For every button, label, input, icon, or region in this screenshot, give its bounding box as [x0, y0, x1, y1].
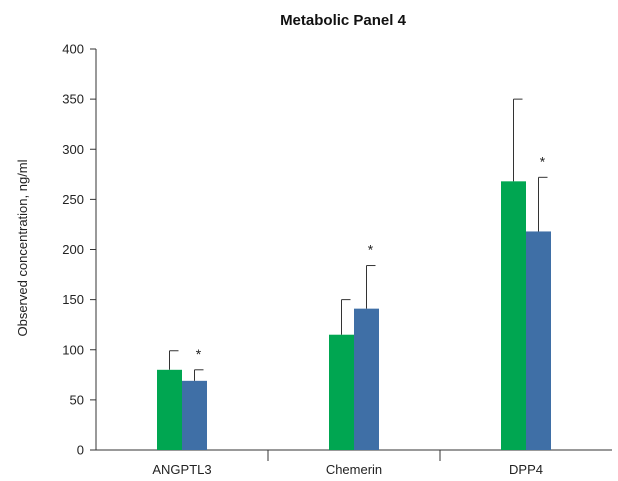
y-tick-label: 200 [62, 242, 84, 257]
y-tick-label: 250 [62, 192, 84, 207]
bar [182, 380, 207, 450]
y-tick-label: 50 [70, 392, 84, 407]
bar [501, 181, 526, 450]
significance-marker: * [540, 153, 546, 169]
bar [329, 334, 354, 450]
chart-title: Metabolic Panel 4 [280, 12, 407, 29]
bar [157, 369, 182, 450]
y-tick-label: 100 [62, 342, 84, 357]
y-tick-label: 0 [77, 443, 84, 458]
x-tick-label: DPP4 [509, 462, 543, 477]
y-tick-label: 350 [62, 92, 84, 107]
y-tick-label: 300 [62, 142, 84, 157]
plot-area: 0 50 100 150 200 250 300 350 400 ANGPTL3 Chemerin D… [62, 42, 612, 477]
x-tick-label: ANGPTL3 [152, 462, 211, 477]
y-tick-label: 400 [62, 42, 84, 57]
significance-marker: * [368, 242, 374, 258]
x-tick-label: Chemerin [326, 462, 382, 477]
bar [354, 308, 379, 450]
significance-marker: * [196, 346, 202, 362]
bar [526, 231, 551, 450]
y-tick-label: 150 [62, 292, 84, 307]
y-axis-label: Observed concentration, ng/ml [15, 159, 30, 336]
